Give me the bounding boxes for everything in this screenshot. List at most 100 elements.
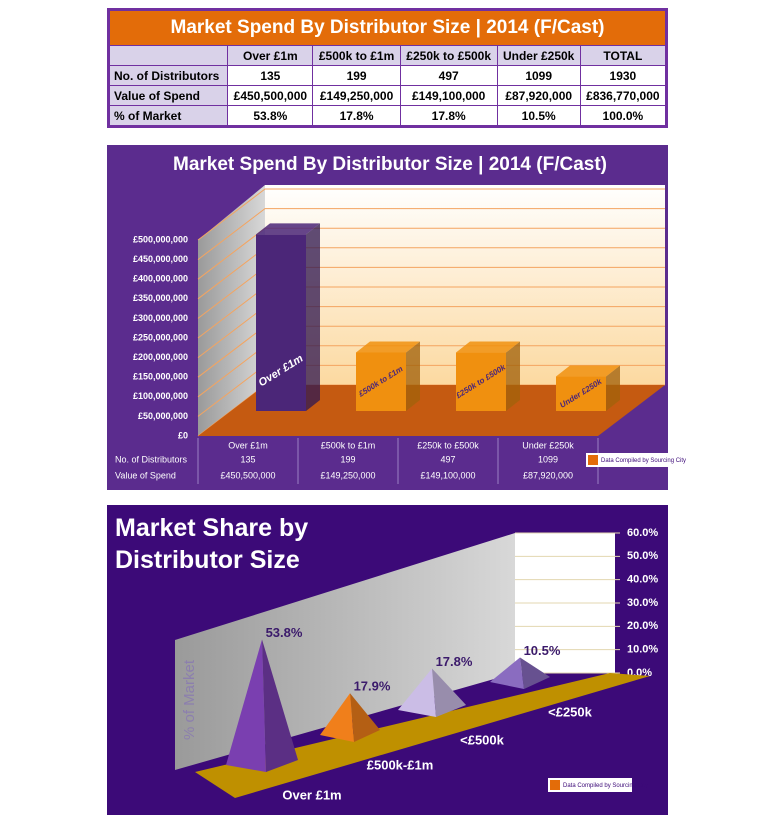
column-header: £500k to £1m — [312, 45, 401, 66]
bar-side-shade — [506, 341, 520, 411]
x-tick-label: <£500k — [460, 732, 505, 747]
column-header: TOTAL — [579, 45, 668, 66]
title-row: Market Spend By Distributor Size | 2014 … — [108, 9, 667, 46]
bar-top — [456, 341, 520, 353]
x-tick-label: £500k to £1m — [321, 440, 376, 450]
table-cell: £149,250,000 — [312, 85, 401, 106]
row-label: No. of Distributors — [107, 65, 229, 86]
x-tick-label: Under £250k — [522, 440, 574, 450]
grid-line — [197, 188, 665, 241]
table-row-label: Value of Spend — [115, 470, 176, 480]
y-tick-label: 40.0% — [627, 574, 658, 586]
column-header: Over £1m — [227, 45, 314, 66]
y-tick-label: £250,000,000 — [133, 332, 188, 342]
pyramid-shade — [432, 668, 466, 717]
pyramid-face — [398, 668, 436, 717]
pyramid-face — [520, 657, 550, 689]
bar-side — [506, 341, 520, 411]
y-tick-label: £400,000,000 — [133, 274, 188, 284]
corner-cell — [107, 45, 229, 66]
floor — [195, 673, 650, 798]
y-tick-label: £200,000,000 — [133, 352, 188, 362]
table-cell: 100.0% — [579, 105, 668, 127]
pyramid-face — [262, 639, 298, 772]
table-cell: 17.8% — [399, 105, 498, 127]
y-tick-label: £100,000,000 — [133, 391, 188, 401]
column-header: Under £250k — [496, 45, 581, 66]
table-title: Market Spend By Distributor Size | 2014 … — [108, 9, 667, 46]
y-tick-label: £350,000,000 — [133, 293, 188, 303]
y-tick-label: £300,000,000 — [133, 313, 188, 323]
chart-title: Market Share by Distributor Size — [115, 514, 309, 574]
x-tick-label: £250k to £500k — [417, 440, 479, 450]
bar-side-shade — [606, 365, 620, 411]
x-tick-label: £500k-£1m — [367, 757, 434, 772]
annotation-box — [548, 778, 632, 792]
table-row: No. of Distributors 135 199 497 1099 1930 — [107, 65, 668, 86]
pyramid-shade — [262, 639, 298, 772]
side-wall — [198, 185, 265, 436]
table-cell: 1930 — [579, 65, 668, 86]
table-value: 497 — [440, 454, 455, 464]
table-row-label: No. of Distributors — [115, 454, 188, 464]
bar-side — [406, 341, 420, 411]
logo — [550, 780, 560, 790]
x-tick-label: <£250k — [548, 704, 593, 719]
header-row: Over £1m £500k to £1m £250k to £500k Under … — [107, 45, 668, 66]
value-label: 17.8% — [436, 654, 473, 669]
column-header: £250k to £500k — [399, 45, 498, 66]
table-cell: 10.5% — [496, 105, 581, 127]
table-cell: 1099 — [496, 65, 581, 86]
y-tick-label: £50,000,000 — [138, 411, 188, 421]
y-tick-label: 20.0% — [627, 620, 658, 632]
y-axis-label: % of Market — [181, 659, 198, 740]
bar-side — [306, 223, 320, 411]
bar-top — [356, 341, 420, 353]
y-tick-label: 60.0% — [627, 527, 658, 539]
bar-top — [556, 365, 620, 377]
bar-side — [606, 365, 620, 411]
bar-top — [256, 223, 320, 235]
pyramid-face — [350, 693, 380, 742]
table-cell: 17.8% — [312, 105, 401, 127]
x-tick-label: Over £1m — [228, 440, 268, 450]
summary-table: Market Spend By Distributor Size | 2014 … — [107, 8, 668, 128]
table-cell: 497 — [399, 65, 498, 86]
value-label: 10.5% — [524, 643, 561, 658]
value-label: 17.9% — [354, 679, 391, 694]
pyramid-shade — [350, 693, 380, 742]
table-value: £87,920,000 — [523, 470, 573, 480]
table-value: £149,250,000 — [320, 470, 375, 480]
annotation: Data Compiled by Sourcing City — [563, 783, 648, 789]
y-tick-label: £150,000,000 — [133, 372, 188, 382]
y-tick-label: 10.0% — [627, 644, 658, 656]
logo — [588, 455, 598, 465]
table-cell: £87,920,000 — [496, 85, 581, 106]
y-tick-label: £500,000,000 — [133, 234, 188, 244]
bar-side-shade — [306, 223, 320, 411]
table-cell: £149,100,000 — [399, 85, 498, 106]
bar-side-shade — [406, 341, 420, 411]
table-value: 1099 — [538, 454, 558, 464]
pyramid-face — [432, 668, 466, 717]
table-cell: £836,770,000 — [579, 85, 668, 106]
table-value: £149,100,000 — [420, 470, 475, 480]
table-value: 199 — [340, 454, 355, 464]
y-tick-label: 50.0% — [627, 550, 658, 562]
row-label: % of Market — [107, 105, 229, 127]
bar — [256, 234, 306, 411]
y-tick-label: £450,000,000 — [133, 254, 188, 264]
table-row: % of Market 53.8% 17.8% 17.8% 10.5% 100.0% — [107, 105, 668, 127]
y-tick-label: £0 — [178, 430, 188, 440]
pyramid-face — [490, 657, 524, 689]
value-label: 53.8% — [266, 625, 303, 640]
table-cell: 135 — [227, 65, 314, 86]
grid-line — [197, 208, 665, 260]
annotation: Data Compiled by Sourcing City — [601, 458, 686, 464]
table-value: 135 — [240, 454, 255, 464]
x-tick-label: Over £1m — [282, 787, 341, 802]
y-tick-label: 30.0% — [627, 597, 658, 609]
bar — [356, 352, 406, 411]
pyramid-face — [320, 693, 354, 742]
